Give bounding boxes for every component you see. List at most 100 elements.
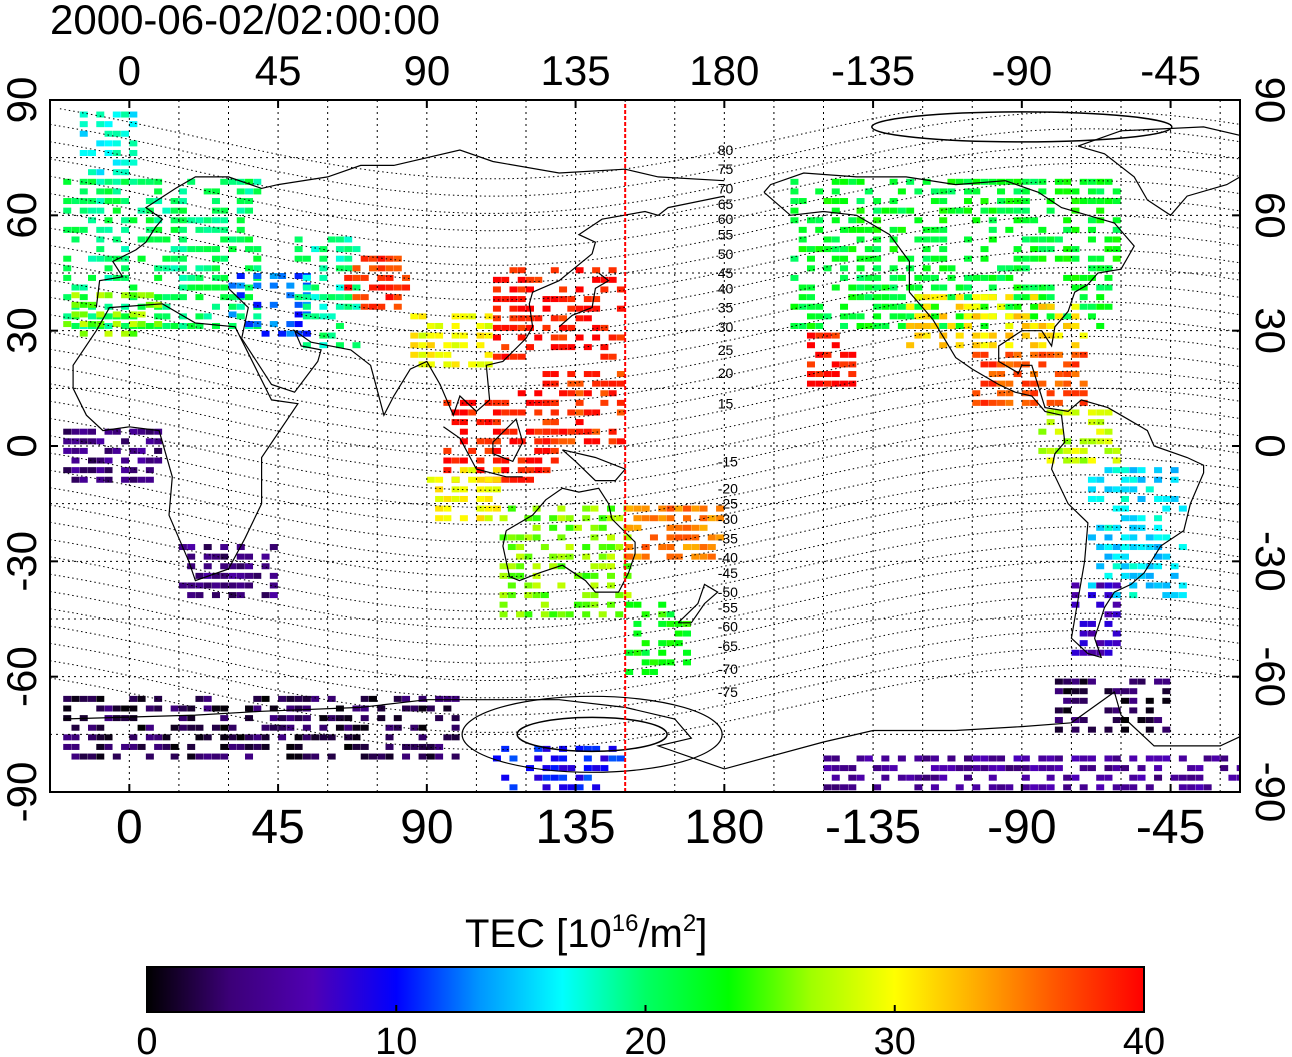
tec-cell: [980, 332, 989, 339]
tec-cell: [1021, 265, 1030, 272]
colorbar-tick-label: 0: [136, 1021, 157, 1057]
tec-cell: [501, 476, 510, 483]
coastline: [763, 172, 1205, 659]
tec-cell: [980, 274, 989, 281]
tec-cell: [71, 753, 80, 760]
tec-cell: [220, 217, 229, 224]
tec-cell: [592, 380, 601, 387]
tec-cell: [575, 409, 584, 416]
tec-cell: [344, 236, 353, 243]
tec-cell: [220, 178, 229, 185]
magnetic-contour: [50, 110, 1240, 197]
tec-cell: [649, 659, 658, 666]
tec-cell: [831, 284, 840, 291]
tec-cell: [534, 409, 543, 416]
tec-cell: [567, 344, 576, 351]
tec-cell: [1087, 217, 1096, 224]
tec-cell: [1063, 322, 1072, 329]
tec-cell: [1013, 755, 1022, 762]
tec-cell: [1071, 390, 1080, 397]
tec-cell: [542, 428, 551, 435]
tec-cell: [707, 515, 716, 522]
bottom-longitude-label: -90: [987, 801, 1056, 854]
tec-cell: [550, 344, 559, 351]
tec-cell: [253, 695, 262, 702]
tec-cell: [864, 755, 873, 762]
tec-cell: [997, 198, 1006, 205]
tec-cell: [269, 705, 278, 712]
tec-cell: [1030, 255, 1039, 262]
tec-cell: [575, 267, 584, 274]
tec-cell: [137, 428, 146, 435]
tec-cell: [211, 284, 220, 291]
tec-cell: [96, 734, 105, 741]
tec-cell: [492, 324, 501, 331]
tec-cell: [947, 322, 956, 329]
tec-cell: [245, 705, 254, 712]
tec-cell: [1129, 572, 1138, 579]
tec-cell: [1154, 582, 1163, 589]
tec-cell: [492, 467, 501, 474]
tec-cell: [616, 380, 625, 387]
tec-cell: [1162, 697, 1171, 704]
tec-cell: [137, 695, 146, 702]
tec-cell: [476, 476, 485, 483]
tec-cell: [1071, 726, 1080, 733]
coastline: [443, 426, 523, 478]
tec-cell: [1112, 236, 1121, 243]
tec-cell: [831, 178, 840, 185]
tec-cell: [96, 188, 105, 195]
tec-cell: [988, 226, 997, 233]
tec-cell: [840, 265, 849, 272]
tec-cell: [253, 246, 262, 253]
tec-cell: [451, 715, 460, 722]
tec-cell: [1038, 342, 1047, 349]
tec-cell: [1178, 784, 1187, 791]
tec-cell: [1071, 342, 1080, 349]
tec-cell: [509, 305, 518, 312]
tec-cell: [79, 753, 88, 760]
tec-cell: [1087, 582, 1096, 589]
tec-cell: [559, 390, 568, 397]
tec-cell: [360, 303, 369, 310]
tec-cell: [1162, 534, 1171, 541]
tec-cell: [707, 553, 716, 560]
tec-cell: [583, 428, 592, 435]
tec-cell: [922, 236, 931, 243]
tec-cell: [509, 428, 518, 435]
tec-cell: [590, 534, 599, 541]
tec-cell: [1170, 467, 1179, 474]
tec-cell: [129, 734, 138, 741]
magnetic-latitude-label: 40: [718, 280, 734, 296]
tec-cell: [823, 236, 832, 243]
tec-cell: [129, 330, 138, 337]
tec-cell: [549, 553, 558, 560]
tec-cell: [1038, 322, 1047, 329]
tec-cell: [1112, 198, 1121, 205]
tec-cell: [549, 563, 558, 570]
tec-cell: [550, 447, 559, 454]
tec-cell: [63, 294, 72, 301]
top-longitude-label: -90: [991, 47, 1052, 94]
tec-cell: [716, 515, 725, 522]
tec-cell: [104, 447, 113, 454]
tec-cell: [377, 274, 386, 281]
tec-cell: [840, 380, 849, 387]
tec-cell: [63, 255, 72, 262]
tec-cell: [129, 121, 138, 128]
tec-cell: [335, 246, 344, 253]
magnetic-latitude-label: -25: [718, 496, 738, 512]
tec-cell: [88, 724, 97, 731]
tec-cell: [245, 572, 254, 579]
tec-cell: [1079, 765, 1088, 772]
right-latitude-label: 90: [1247, 77, 1292, 124]
tec-cell: [790, 217, 799, 224]
tec-cell: [1013, 294, 1022, 301]
tec-cell: [435, 322, 444, 329]
tec-cell: [972, 313, 981, 320]
tec-cell: [302, 715, 311, 722]
tec-cell: [790, 303, 799, 310]
tec-cell: [1104, 178, 1113, 185]
tec-cell: [1170, 592, 1179, 599]
tec-cell: [509, 476, 518, 483]
